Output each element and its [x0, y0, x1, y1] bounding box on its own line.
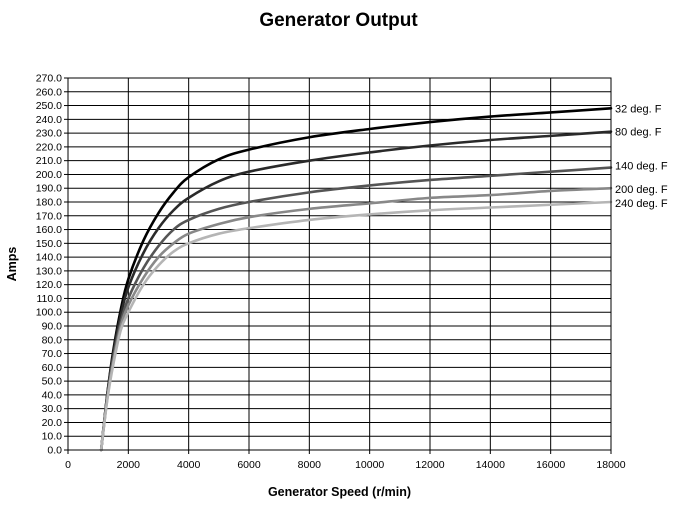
y-tick-label: 90.0 [42, 321, 63, 333]
x-axis-title: Generator Speed (r/min) [268, 485, 411, 499]
y-tick-label: 20.0 [42, 417, 63, 429]
y-tick-label: 220.0 [36, 141, 62, 153]
y-tick-label: 230.0 [36, 128, 62, 140]
series-label: 140 deg. F [615, 161, 668, 173]
series-line [99, 200, 613, 452]
y-tick-label: 30.0 [42, 403, 63, 415]
y-tick-label: 110.0 [37, 293, 63, 305]
series-line [99, 166, 613, 452]
y-tick-label: 160.0 [36, 224, 62, 236]
x-tick-label: 14000 [476, 459, 505, 471]
y-tick-label: 200.0 [36, 169, 62, 181]
x-tick-label: 18000 [596, 459, 625, 471]
y-tick-label: 50.0 [42, 376, 63, 388]
y-tick-label: 240.0 [36, 114, 62, 126]
x-tick-label: 8000 [298, 459, 322, 471]
plot-area-frame [67, 77, 612, 451]
series-label: 200 deg. F [615, 184, 668, 196]
series-label: 240 deg. F [615, 198, 668, 210]
y-tick-label: 190.0 [36, 183, 62, 195]
series-line [99, 130, 613, 452]
x-tick-label: 0 [65, 459, 71, 471]
y-tick-label: 100.0 [36, 307, 62, 319]
y-tick-label: 140.0 [36, 252, 62, 264]
y-tick-label: 80.0 [42, 334, 63, 346]
y-axis-title: Amps [5, 247, 19, 282]
x-tick-label: 10000 [355, 459, 384, 471]
y-tick-label: 60.0 [42, 362, 63, 374]
y-tick-label: 10.0 [42, 431, 63, 443]
x-tick-label: 6000 [237, 459, 261, 471]
y-tick-label: 210.0 [36, 155, 62, 167]
x-tick-label: 4000 [177, 459, 201, 471]
y-tick-label: 250.0 [36, 100, 62, 112]
x-tick-label: 16000 [536, 459, 565, 471]
y-tick-label: 0.0 [47, 445, 62, 457]
y-tick-label: 170.0 [36, 210, 62, 222]
y-tick-label: 120.0 [36, 279, 62, 291]
y-tick-label: 270.0 [36, 73, 62, 85]
y-tick-label: 40.0 [42, 389, 63, 401]
series-lines [99, 107, 613, 452]
x-tick-label: 2000 [117, 459, 141, 471]
series-label: 32 deg. F [615, 103, 662, 115]
y-tick-label: 150.0 [36, 238, 62, 250]
y-tick-label: 260.0 [36, 86, 62, 98]
series-line [99, 107, 613, 452]
chart-title: Generator Output [259, 10, 418, 31]
y-tick-label: 70.0 [42, 348, 63, 360]
x-tick-label: 12000 [415, 459, 444, 471]
x-axis-ticks: 0 2000 4000 6000 8000 10000 12000 14000 16000 180… [65, 450, 626, 471]
series-label: 80 deg. F [615, 127, 662, 139]
y-axis-ticks: 0.0 10.0 20.0 30.0 40.050.0 60.0 70.0 80.090.0 1… [36, 73, 68, 457]
y-tick-label: 180.0 [36, 197, 62, 209]
y-tick-label: 130.0 [36, 265, 62, 277]
series-labels: 32 deg. F 80 deg. F 140 deg. F 200 deg. F 24… [615, 103, 668, 210]
